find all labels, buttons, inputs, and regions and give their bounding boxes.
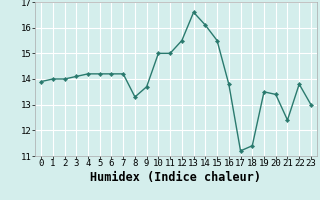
X-axis label: Humidex (Indice chaleur): Humidex (Indice chaleur) <box>91 171 261 184</box>
